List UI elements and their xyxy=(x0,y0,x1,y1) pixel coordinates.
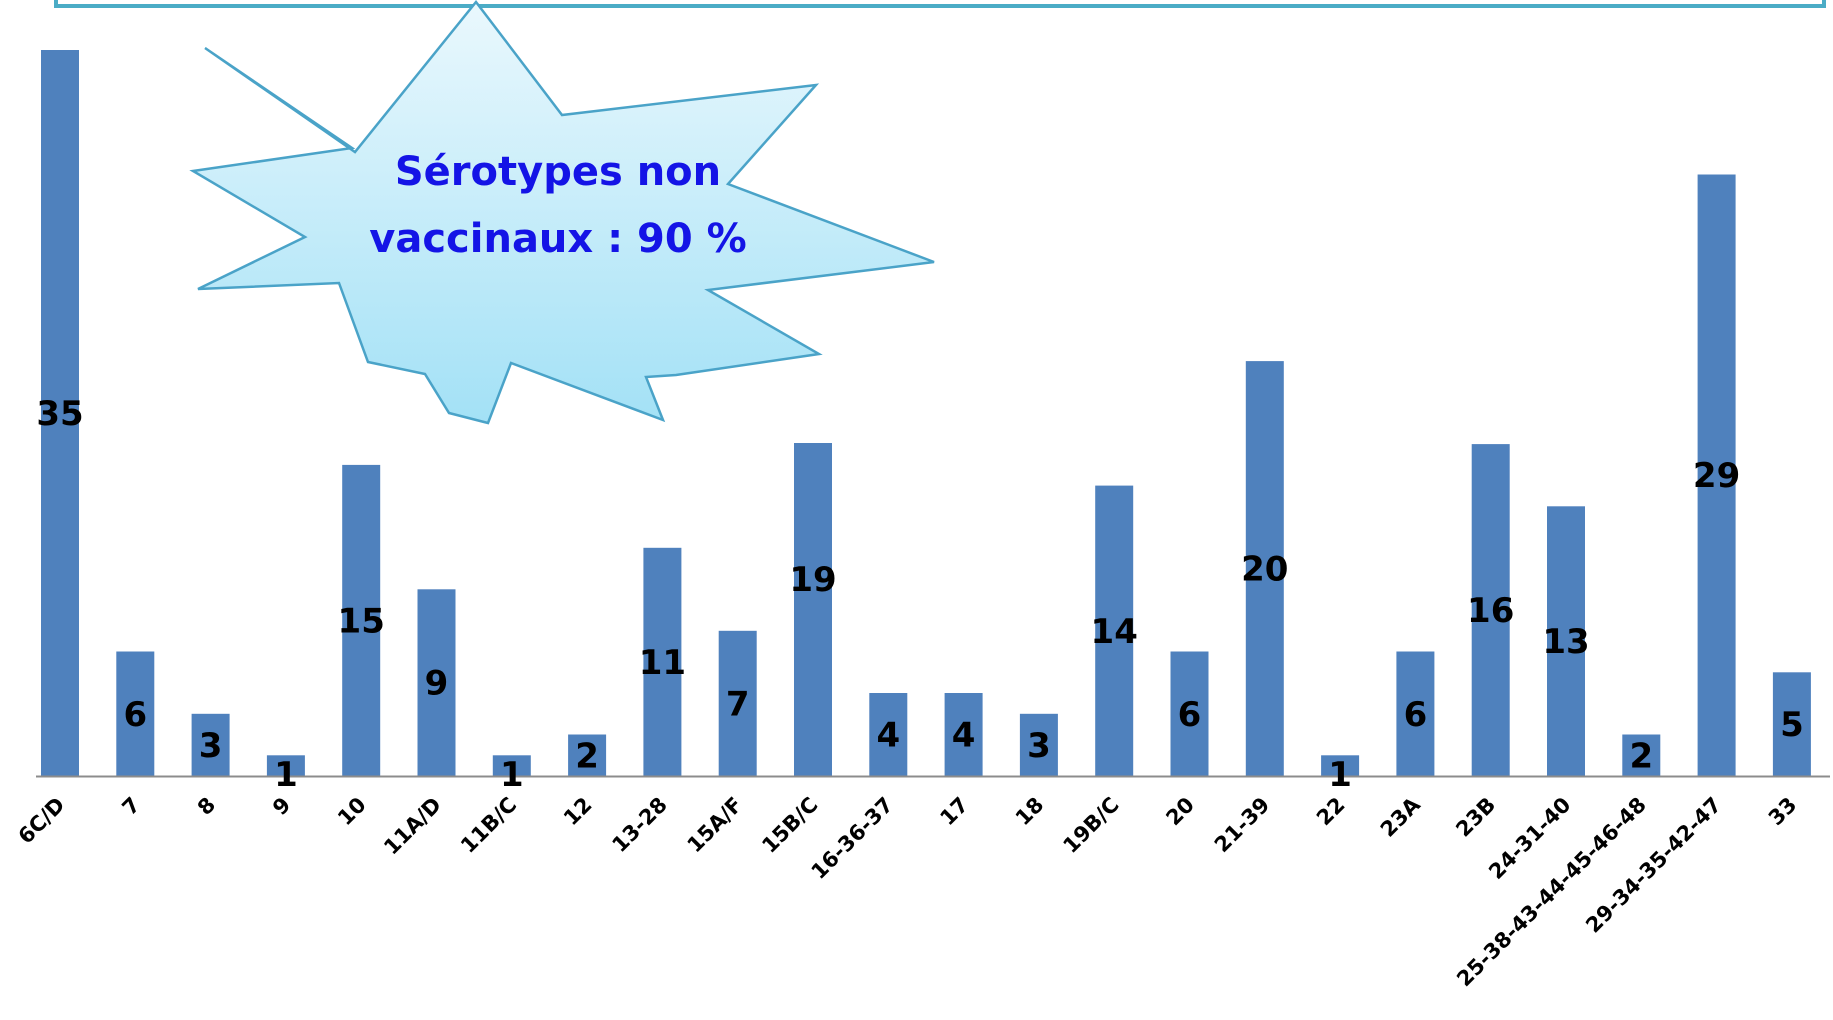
x-tick-label: 33 xyxy=(1764,793,1802,831)
x-tick-label: 15A/F xyxy=(683,793,748,858)
data-label: 11 xyxy=(639,643,686,683)
data-label: 1 xyxy=(274,755,298,795)
data-label: 1 xyxy=(500,755,524,795)
bar xyxy=(1245,361,1284,776)
x-tick-label: 10 xyxy=(333,793,371,831)
bar xyxy=(568,734,607,776)
x-tick-label: 6C/D xyxy=(14,793,70,849)
bar xyxy=(342,464,381,776)
data-label: 14 xyxy=(1091,612,1138,652)
data-label: 13 xyxy=(1542,622,1589,662)
data-label: 4 xyxy=(952,716,976,756)
x-tick-label: 12 xyxy=(559,793,597,831)
x-tick-label: 11B/C xyxy=(456,793,521,858)
data-label: 29 xyxy=(1693,456,1740,496)
x-tick-label: 17 xyxy=(935,793,973,831)
data-label: 1 xyxy=(1328,755,1352,795)
data-label: 7 xyxy=(726,684,750,724)
x-tick-label: 29-34-35-42-47 xyxy=(1581,793,1726,938)
bar xyxy=(1019,713,1058,776)
data-label: 3 xyxy=(1027,726,1051,766)
x-tick-label: 7 xyxy=(118,793,145,820)
data-label: 9 xyxy=(425,664,449,704)
x-tick-labels: 6C/D 7 8 9 10 11A/D 11B/C 12 13-28 15A/F 15B/C16-3… xyxy=(14,792,1802,991)
top-frame xyxy=(54,0,1826,8)
x-tick-label: 18 xyxy=(1011,793,1049,831)
x-tick-label: 20 xyxy=(1161,793,1199,831)
bar xyxy=(1772,672,1811,776)
callout-line-1: Sérotypes non xyxy=(395,149,721,195)
bar xyxy=(1622,734,1661,776)
data-label: 19 xyxy=(789,560,836,600)
bar xyxy=(794,381,832,776)
x-tick-label: 9 xyxy=(268,793,295,820)
bar xyxy=(492,755,531,776)
bar xyxy=(191,713,230,776)
callout-line-2: vaccinaux : 90 % xyxy=(369,216,746,262)
data-label: 6 xyxy=(123,695,147,735)
x-tick-label: 16-36-37 xyxy=(807,793,898,884)
bars-layer xyxy=(41,50,1811,776)
bar xyxy=(1697,174,1736,776)
bar xyxy=(41,50,79,776)
data-label: 4 xyxy=(876,716,900,756)
data-label: 2 xyxy=(575,736,599,776)
x-tick-label: 19B/C xyxy=(1058,793,1123,858)
data-label: 16 xyxy=(1467,591,1514,631)
bar xyxy=(1471,444,1510,776)
bar xyxy=(1321,755,1360,776)
x-tick-label: 21-39 xyxy=(1210,793,1274,857)
bar xyxy=(1547,506,1585,776)
x-tick-label: 8 xyxy=(193,793,220,820)
starburst-shape xyxy=(189,0,935,425)
data-label: 3 xyxy=(199,726,223,766)
bar xyxy=(718,630,757,776)
data-label: 5 xyxy=(1780,705,1804,745)
x-tick-label: 23B xyxy=(1451,793,1500,842)
bar xyxy=(266,755,305,776)
bar xyxy=(1095,485,1134,776)
bar xyxy=(1396,651,1435,776)
data-label: 15 xyxy=(338,601,385,641)
data-label: 35 xyxy=(36,394,83,434)
callout-starburst: Sérotypes non vaccinaux : 90 % xyxy=(182,0,942,443)
x-tick-label: 23A xyxy=(1376,792,1426,842)
data-label: 2 xyxy=(1629,736,1653,776)
x-tick-label: 11A/D xyxy=(379,793,446,860)
data-label: 6 xyxy=(1178,695,1202,735)
x-tick-label: 13-28 xyxy=(607,793,671,857)
bar xyxy=(944,693,983,776)
bar xyxy=(116,651,155,776)
x-tick-label: 22 xyxy=(1312,793,1350,831)
data-label: 6 xyxy=(1404,695,1428,735)
x-tick-label: 15B/C xyxy=(757,793,822,858)
bar xyxy=(869,693,908,776)
bar xyxy=(417,589,456,776)
data-label: 20 xyxy=(1241,550,1288,590)
bar xyxy=(643,547,682,776)
bar xyxy=(1170,651,1209,776)
